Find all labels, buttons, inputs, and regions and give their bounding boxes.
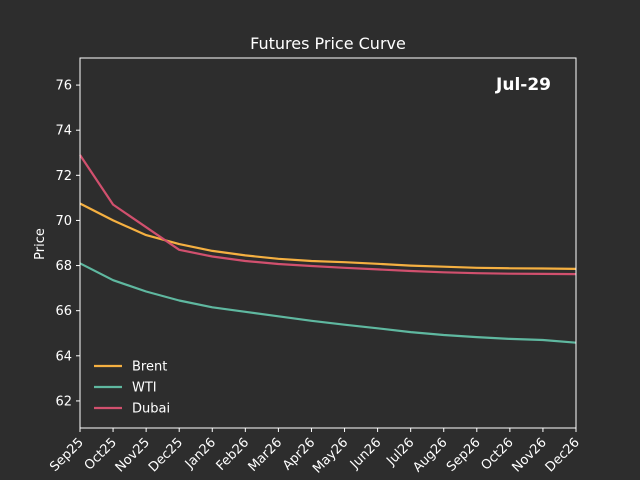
plot-area: 6264666870727476Sep25Oct25Nov25Dec25Jan2… (47, 57, 583, 477)
series-line-brent (79, 202, 577, 270)
legend-label-dubai: Dubai (132, 402, 170, 417)
y-tick-label: 66 (55, 304, 72, 319)
x-tick-label: Nov25 (113, 435, 153, 475)
y-tick-label: 70 (55, 214, 72, 229)
x-tick-label: Feb26 (214, 435, 253, 474)
chart-title: Futures Price Curve (250, 34, 406, 53)
legend-label-brent: Brent (132, 360, 167, 375)
x-tick-label: Aug26 (410, 435, 450, 475)
legend-label-wti: WTI (132, 381, 157, 396)
y-tick-label: 72 (55, 169, 72, 184)
series-line-wti (79, 262, 577, 344)
y-tick-label: 76 (55, 79, 72, 94)
y-tick-label: 74 (55, 124, 72, 139)
x-tick-label: Dec25 (146, 435, 186, 475)
x-tick-label: Sep26 (444, 435, 484, 475)
y-tick-label: 62 (55, 394, 72, 409)
y-tick-label: 68 (55, 259, 72, 274)
x-tick-label: Jan26 (182, 435, 219, 472)
y-tick-label: 64 (55, 349, 72, 364)
x-tick-label: Dec26 (543, 435, 583, 475)
axes-frame (79, 57, 577, 429)
series-line-dubai (79, 154, 577, 276)
x-tick-label: Jun26 (347, 435, 384, 472)
x-tick-label: Mar26 (246, 435, 286, 475)
y-axis-label: Price (33, 228, 48, 260)
x-tick-label: Nov26 (510, 435, 550, 475)
date-annotation: Jul-29 (495, 75, 551, 95)
x-tick-label: Sep25 (47, 435, 87, 475)
x-tick-label: May26 (310, 435, 351, 476)
